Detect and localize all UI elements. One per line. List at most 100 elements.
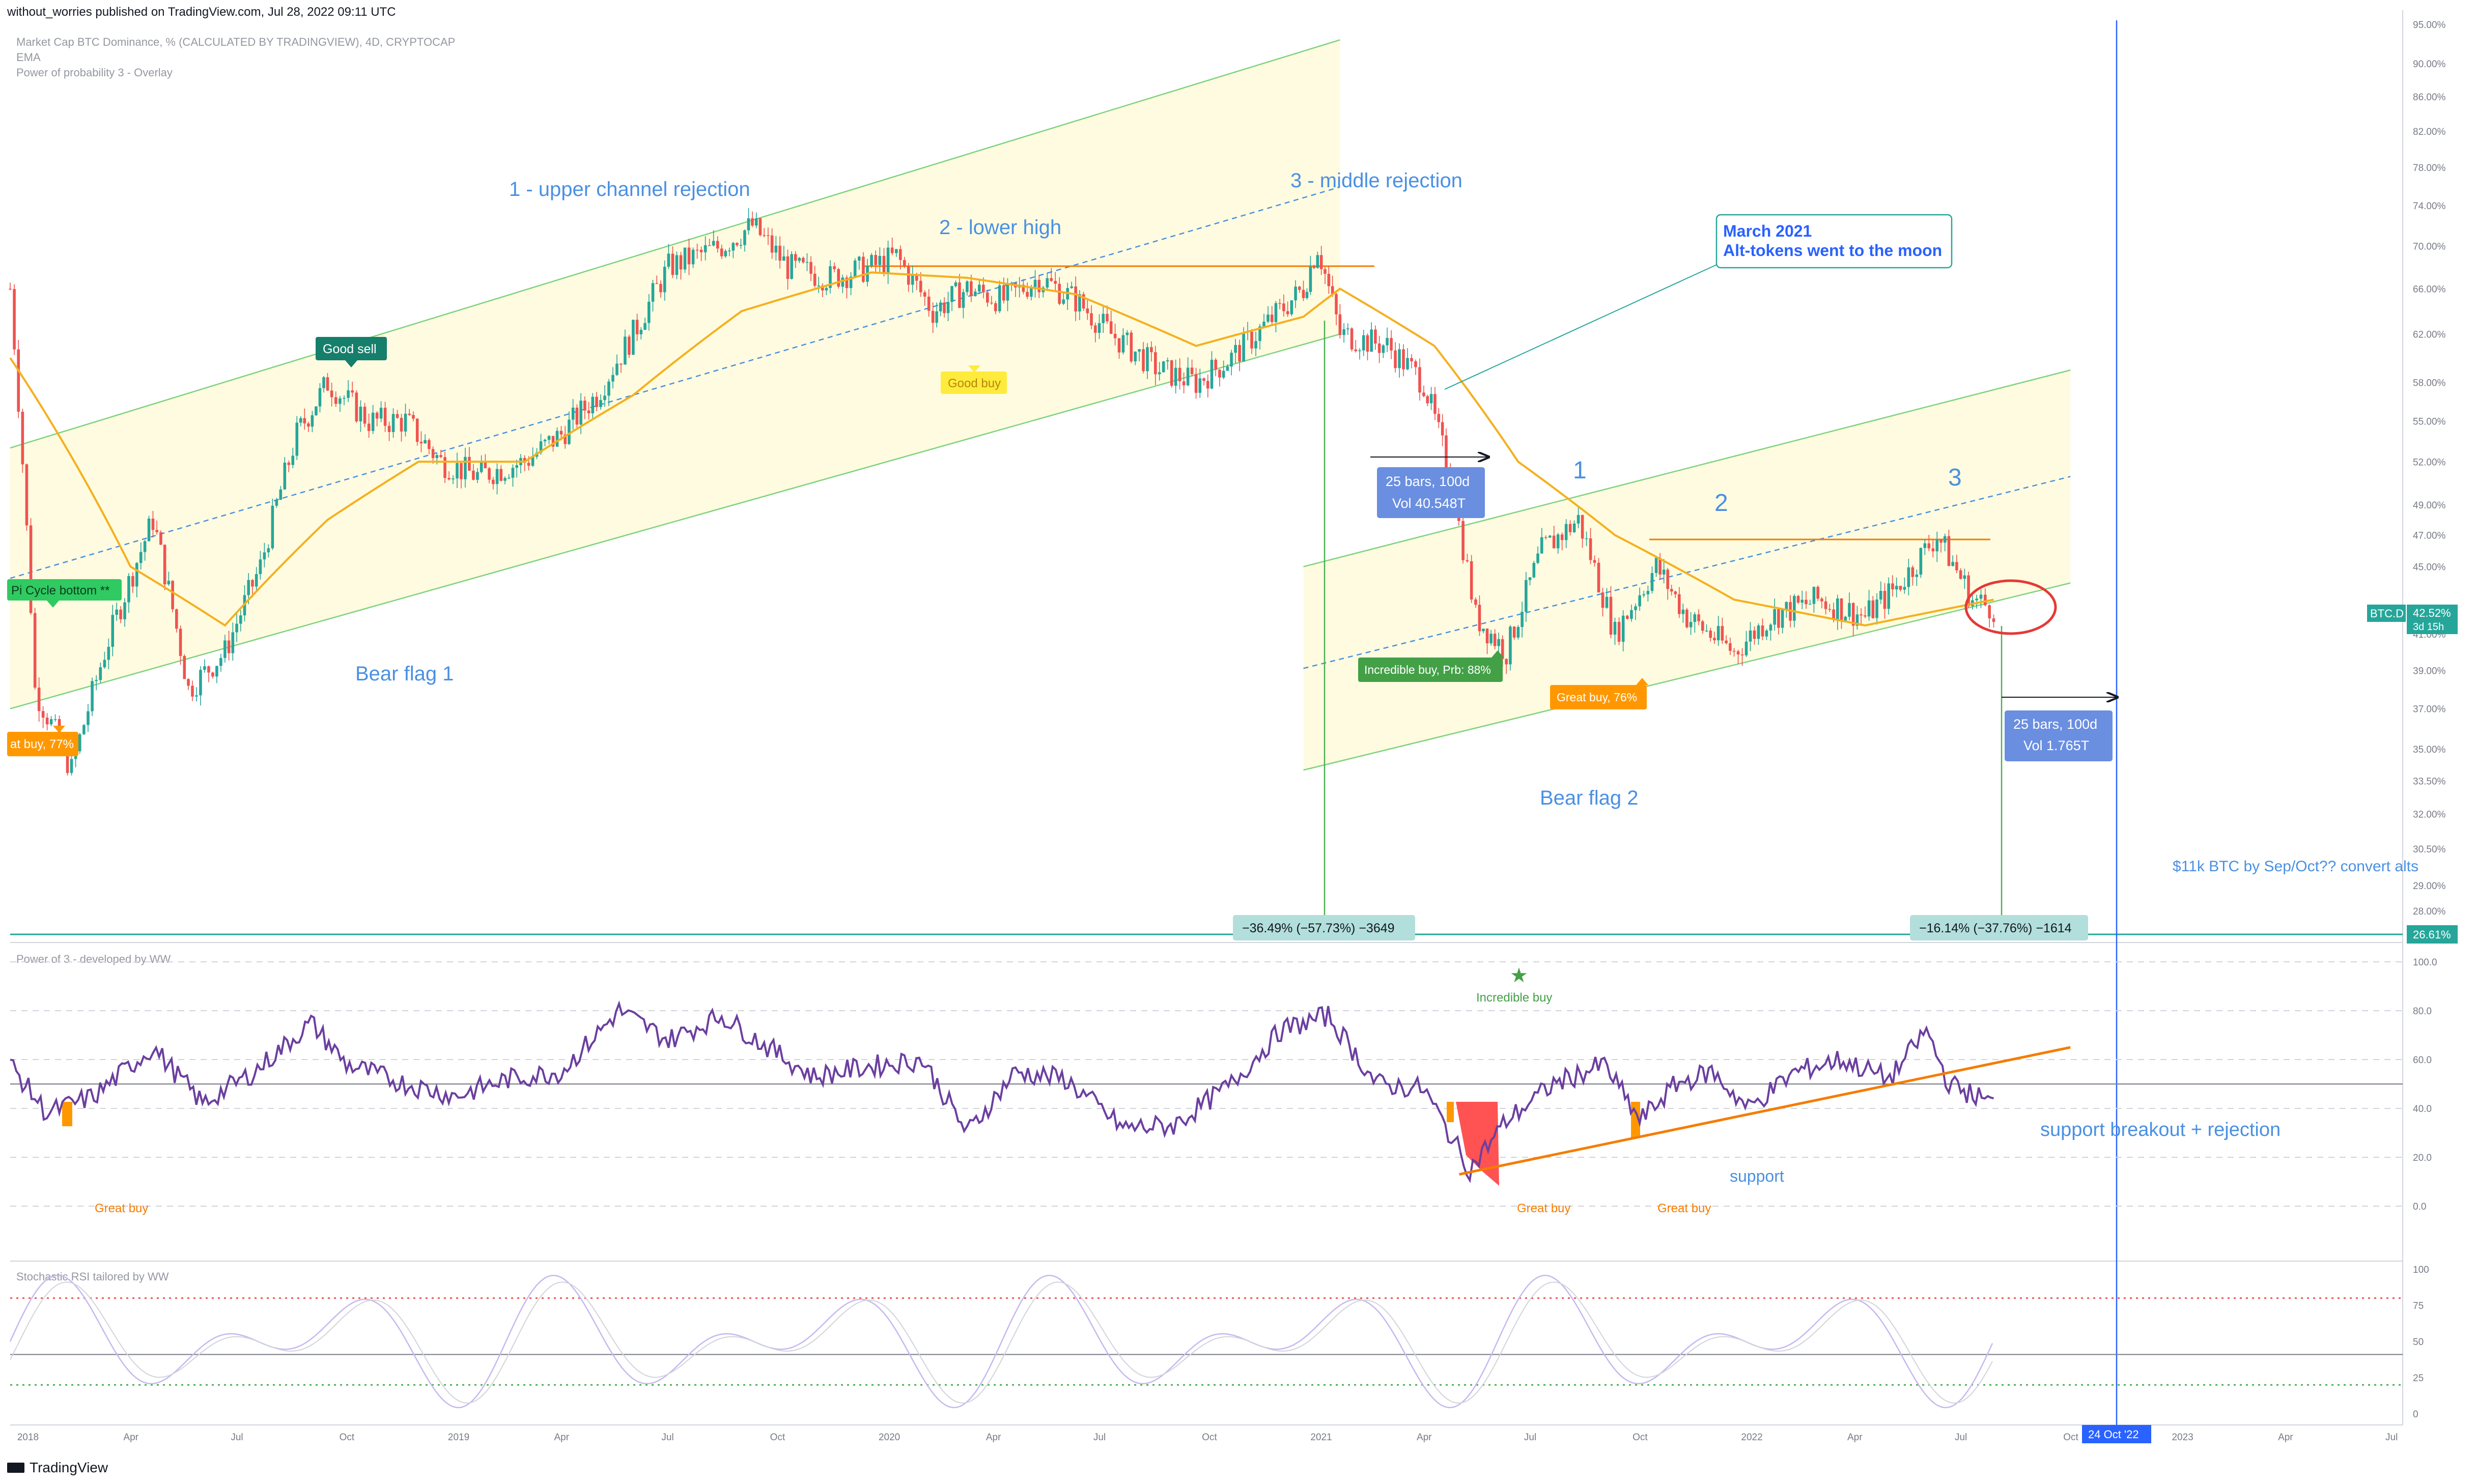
candle-body: [1058, 283, 1061, 304]
candle-body: [428, 440, 431, 449]
candle-body: [1377, 344, 1381, 353]
candle-body: [1386, 338, 1389, 346]
candle-body: [255, 574, 258, 587]
candle-body: [539, 441, 543, 453]
candle-body: [163, 545, 166, 585]
indicator-1-axis-label: 80.0: [2413, 1006, 2432, 1017]
candle-body: [754, 218, 758, 226]
candle-body: [1102, 313, 1105, 323]
candle-body: [271, 505, 274, 549]
candle-body: [515, 465, 518, 468]
bars-box-2[interactable]: 25 bars, 100d Vol 1.765T: [2005, 710, 2113, 761]
march-callout[interactable]: March 2021 Alt-tokens went to the moon: [1715, 214, 1953, 269]
indicator-1-line[interactable]: [10, 1000, 1994, 1183]
candle-body: [1109, 321, 1113, 334]
ema-line[interactable]: [9, 271, 1994, 627]
date-marker-tag[interactable]: 24 Oct '22: [2082, 1425, 2151, 1443]
candle-body: [1593, 560, 1596, 563]
candle-body: [1331, 286, 1334, 294]
candle-body: [1262, 322, 1265, 327]
candle-body: [404, 413, 407, 432]
candle-body: [115, 609, 118, 615]
candle-body: [970, 281, 973, 296]
candle-body: [782, 256, 785, 261]
candle-body: [1832, 609, 1835, 620]
indicator-2-title[interactable]: Stochastic RSI tailored by WW: [16, 1270, 169, 1283]
candle-body: [396, 414, 399, 418]
price-axis-label: 95.00%: [2413, 20, 2446, 31]
price-axis-label: 37.00%: [2413, 704, 2446, 715]
candle-body: [1433, 394, 1437, 414]
price-axis-label: 86.00%: [2413, 92, 2446, 103]
candle-body: [1701, 621, 1704, 631]
indicator-2-d-line[interactable]: [10, 1281, 1993, 1404]
candle-body: [724, 251, 727, 256]
candle-body: [825, 288, 828, 291]
candle-body: [1033, 279, 1037, 287]
indicator-1-title[interactable]: Power of 3 - developed by WW: [16, 953, 171, 965]
label-pi-cycle[interactable]: Pi Cycle bottom **: [7, 579, 122, 608]
label-incredible-buy[interactable]: Incredible buy, Prb: 88%: [1358, 650, 1504, 682]
label-great-buy-77[interactable]: at buy, 77%: [7, 726, 78, 756]
indicator-2-k-line[interactable]: [9, 1274, 1993, 1409]
indicator-2-grid: 100 75 50 25 0: [10, 1265, 2429, 1420]
measure-box-1[interactable]: −36.49% (−57.73%) −3649: [1233, 915, 1415, 940]
candle-body: [334, 397, 337, 404]
candle-body: [978, 284, 981, 292]
measure-box-2[interactable]: −16.14% (−37.76%) −1614: [1910, 915, 2088, 940]
candle-body: [1725, 640, 1728, 643]
candle-body: [468, 456, 471, 471]
candle-body: [239, 615, 242, 624]
price-axis[interactable]: 95.00% 90.00% 86.00% 82.00% 78.00% 74.00% 70.0…: [2413, 20, 2446, 917]
hline-price-tag[interactable]: 26.61%: [2407, 925, 2458, 944]
candle-body: [1891, 583, 1894, 590]
candle-body: [1915, 574, 1919, 577]
price-series[interactable]: [9, 208, 1995, 776]
candle-body: [191, 686, 194, 697]
price-axis-label: 82.00%: [2413, 127, 2446, 137]
candle-body: [559, 431, 563, 435]
candle-body: [1418, 367, 1421, 393]
time-axis[interactable]: 2018 Apr Jul Oct 2019 Apr Jul Oct 2020 Apr Jul Oct 2…: [17, 1432, 2398, 1443]
candle-body: [127, 576, 130, 603]
candle-body: [1186, 367, 1190, 386]
label-good-buy[interactable]: Good buy: [941, 365, 1007, 394]
candle-body: [439, 455, 442, 458]
candle-body: [919, 280, 922, 293]
label-good-sell[interactable]: Good sell: [316, 337, 387, 367]
footer-brand[interactable]: TradingView: [7, 1460, 108, 1476]
candle-body: [1006, 283, 1009, 301]
candle-body: [1037, 279, 1041, 293]
candle-body: [1312, 266, 1316, 268]
candle-body: [17, 349, 20, 412]
last-price-tag[interactable]: BTC.D 42.52% 3d 15h: [2367, 605, 2458, 634]
candle-body: [1319, 255, 1323, 269]
label-great-buy-76[interactable]: Great buy, 76%: [1550, 678, 1648, 709]
candle-body: [1117, 338, 1121, 353]
candle-body: [579, 401, 582, 425]
candle-body: [862, 256, 865, 282]
candle-body: [805, 262, 809, 263]
indicator-1-axis-label: 40.0: [2413, 1104, 2432, 1115]
candle-body: [1222, 370, 1225, 378]
candle-body: [1556, 534, 1560, 549]
candle-body: [326, 377, 329, 391]
legend-ema[interactable]: EMA: [16, 51, 41, 64]
legend-overlay[interactable]: Power of probability 3 - Overlay: [16, 66, 173, 79]
candle-body: [408, 413, 411, 415]
svg-text:Good buy: Good buy: [948, 377, 1001, 390]
indicator-1-star: ★: [1510, 964, 1528, 987]
candle-body: [931, 310, 935, 323]
legend-symbol[interactable]: Market Cap BTC Dominance, % (CALCULATED …: [16, 36, 456, 48]
svg-text:26.61%: 26.61%: [2413, 928, 2451, 941]
candle-body: [95, 680, 98, 681]
bars-box-1[interactable]: 25 bars, 100d Vol 40.548T: [1377, 467, 1485, 518]
candle-body: [263, 552, 266, 560]
indicator-1-support-line[interactable]: [1458, 1046, 2071, 1176]
price-axis-label: 45.00%: [2413, 562, 2446, 573]
candle-body: [1214, 359, 1218, 370]
candle-body: [275, 499, 278, 506]
candle-body: [1238, 345, 1241, 362]
candle-body: [1106, 313, 1109, 322]
